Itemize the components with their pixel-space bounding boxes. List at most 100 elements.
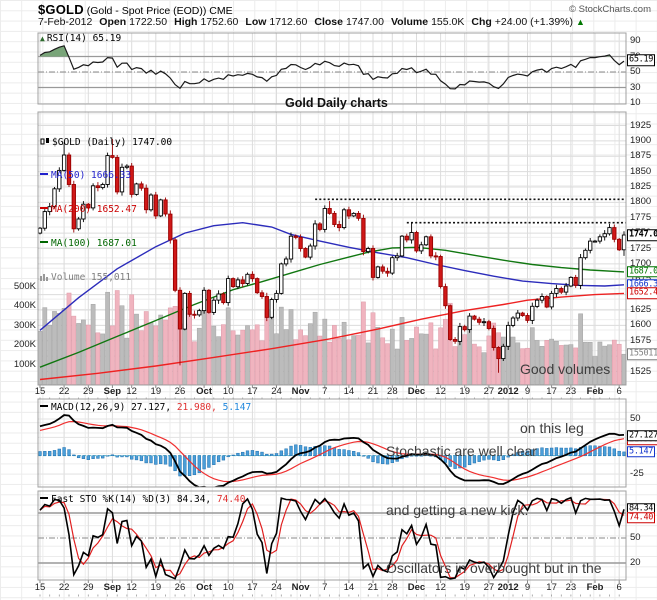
x-axis-label: 29 bbox=[82, 386, 94, 397]
quote-date: 7-Feb-2012 bbox=[38, 16, 93, 28]
rsi-legend-text: RSI(14) 65.19 bbox=[46, 33, 122, 44]
main-chart-legend: $GOLD (Daily) 1747.00 MA(50) 1666.33 MA(… bbox=[40, 114, 172, 306]
x-axis-label: 10 bbox=[222, 581, 234, 593]
x-axis-label: 19 bbox=[150, 581, 162, 593]
x-axis-label: 26 bbox=[174, 581, 186, 593]
x-axis-label: 28 bbox=[387, 581, 398, 593]
candlestick-icon bbox=[40, 137, 49, 145]
price-axis-label: 1850 bbox=[630, 165, 652, 177]
x-axis-label: 24 bbox=[271, 581, 282, 593]
x-axis-label: 9 bbox=[524, 581, 531, 593]
x-axis-label: 12 bbox=[126, 581, 137, 593]
legend-ma50: MA(50) 1666.33 bbox=[40, 170, 172, 181]
quote-field-value: 155.0K bbox=[431, 16, 465, 28]
quote-field-value: +24.00 (+1.39%) bbox=[494, 16, 574, 28]
stockcharts-logo-icon: ▲ bbox=[40, 34, 45, 43]
price-axis-label: 1875 bbox=[630, 150, 652, 162]
x-axis-label: 19 bbox=[459, 581, 471, 593]
rsi-axis-label: 90 bbox=[630, 35, 641, 46]
price-axis-label: 1675 bbox=[630, 274, 651, 284]
ma50-line-icon bbox=[40, 173, 48, 176]
x-axis-label: 19 bbox=[150, 386, 162, 397]
macd-plot bbox=[38, 414, 626, 487]
x-axis-label: 21 bbox=[367, 386, 379, 397]
x-axis-label: 24 bbox=[271, 386, 282, 397]
annotation-chart-title: Gold Daily charts bbox=[285, 96, 388, 110]
x-axis-label: 29 bbox=[82, 581, 94, 593]
stockcharts-credit: © StockCharts.com bbox=[569, 4, 651, 15]
price-axis-label: 1825 bbox=[630, 181, 652, 192]
x-axis-label: 15 bbox=[34, 581, 46, 593]
volume-bars bbox=[38, 290, 626, 385]
x-axis-label: 22 bbox=[58, 581, 70, 593]
rsi-legend: ▲ RSI(14) 65.19 bbox=[40, 33, 121, 44]
symbol-name: $GOLD bbox=[38, 2, 84, 17]
x-axis-label: Dec bbox=[407, 581, 426, 593]
quote-field-value: 1722.50 bbox=[129, 16, 168, 28]
x-axis-label: 23 bbox=[565, 581, 577, 593]
volume-axis-label: 100K bbox=[13, 358, 36, 370]
quote-field-label: Volume bbox=[390, 16, 429, 28]
legend-symbol-text: $GOLD (Daily) 1747.00 bbox=[52, 136, 173, 148]
axis-value-box-7440: 74.40 bbox=[627, 511, 656, 524]
ma100-line-icon bbox=[40, 241, 48, 244]
axis-value-box-155011: 155011 bbox=[627, 348, 657, 360]
axis-value-box-174700: 1747.00 bbox=[627, 229, 657, 241]
x-axis-label: 21 bbox=[367, 581, 379, 593]
rsi-axis-label: 10 bbox=[630, 97, 641, 108]
legend-ma100: MA(100) 1687.01 bbox=[40, 238, 172, 249]
ma200-line bbox=[39, 292, 625, 381]
price-axis-label: 1525 bbox=[630, 365, 652, 377]
annotation-volume-note: Good volumes on this leg bbox=[520, 361, 611, 436]
macd-legend: MACD(12,26,9) 27.127, 21.980, 5.147 bbox=[40, 402, 251, 413]
price-axis-label: 1575 bbox=[630, 334, 652, 346]
volume-bars-icon bbox=[40, 274, 48, 282]
quote-row: 7-Feb-2012 Open 1722.50 High 1752.60 Low 1712.… bbox=[38, 16, 585, 28]
rsi-axis-label: 50 bbox=[630, 66, 641, 77]
x-axis-label: 12 bbox=[126, 386, 137, 397]
x-axis-label: Nov bbox=[291, 581, 310, 593]
quote-field-label: Low bbox=[245, 16, 267, 28]
x-axis-label: 26 bbox=[174, 386, 186, 397]
ma200-line-icon bbox=[40, 207, 48, 210]
sto-axis-label: 50 bbox=[630, 531, 641, 543]
volume-axis-label: 400K bbox=[13, 300, 36, 312]
x-axis-label: Dec bbox=[407, 386, 426, 397]
x-axis-label: 14 bbox=[343, 581, 355, 593]
sto-legend: Fast STO %K(14) %D(3) 84.34, 74.40 bbox=[40, 494, 245, 505]
volume-axis-label: 300K bbox=[13, 319, 36, 331]
quote-field-label: High bbox=[174, 16, 198, 28]
price-axis-label: 1900 bbox=[630, 134, 652, 146]
legend-ma200: MA(200) 1652.47 bbox=[40, 204, 172, 215]
x-axis-label: 19 bbox=[459, 386, 471, 397]
x-axis-label: 28 bbox=[387, 386, 398, 397]
rsi-plot bbox=[39, 45, 625, 90]
symbol-description: (Gold - Spot Price (EOD)) CME bbox=[86, 5, 233, 17]
annotation-sto-note: Stochastic are well clear and getting a … bbox=[386, 443, 602, 576]
candlesticks bbox=[38, 139, 626, 373]
quote-field-value: 1747.00 bbox=[345, 16, 384, 28]
x-axis-label: Feb bbox=[586, 386, 604, 397]
stochastic-plot bbox=[39, 496, 625, 580]
x-axis-label: 12 bbox=[435, 386, 446, 397]
ma100-line bbox=[39, 246, 625, 368]
quote-field-value: 1712.60 bbox=[269, 16, 308, 28]
quote-field-value: 1752.60 bbox=[200, 16, 239, 28]
axis-value-box-5147: 5.147 bbox=[627, 446, 656, 458]
x-axis-label: Oct bbox=[196, 386, 213, 397]
rsi-axis-label: 30 bbox=[630, 81, 641, 93]
x-axis-label: Feb bbox=[586, 581, 604, 593]
quote-field-label: Close bbox=[314, 16, 343, 28]
x-axis-label: 27 bbox=[483, 581, 495, 593]
macd-axis-label: 50 bbox=[630, 413, 641, 424]
x-axis-label: Sep bbox=[103, 581, 122, 593]
x-axis-label: 17 bbox=[247, 581, 258, 593]
volume-axis-label: 200K bbox=[13, 339, 36, 351]
axis-value-box-6519: 65.19 bbox=[627, 54, 656, 66]
price-axis-label: 1725 bbox=[630, 242, 652, 254]
legend-volume: Volume 155,011 bbox=[40, 272, 172, 283]
x-axis-label: 7 bbox=[322, 581, 328, 593]
x-axis-label: 14 bbox=[343, 386, 355, 397]
